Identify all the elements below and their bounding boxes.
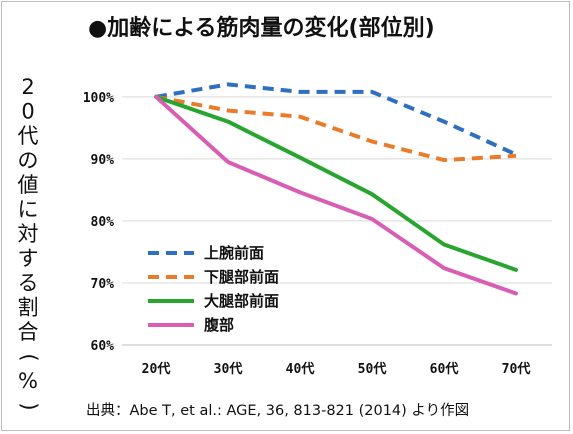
y-tick-label: 70% bbox=[91, 277, 115, 292]
y-axis-label-char: 割 bbox=[18, 296, 39, 320]
series-lines bbox=[156, 84, 516, 293]
y-tick-labels: 60% 70% 80% 90% 100% bbox=[83, 91, 114, 354]
x-tick-label: 60代 bbox=[430, 361, 459, 377]
y-axis-label-char: 代 bbox=[18, 124, 39, 148]
y-axis-label-char: に bbox=[18, 198, 39, 222]
legend-label: 上腕前面 bbox=[204, 244, 264, 262]
x-tick-label: 30代 bbox=[214, 361, 243, 377]
chart-title: ●加齢による筋肉量の変化(部位別) bbox=[88, 15, 435, 41]
y-axis-label-char: ) bbox=[17, 402, 41, 410]
y-tick-label: 80% bbox=[91, 215, 115, 230]
y-axis-label-char: の bbox=[18, 149, 39, 173]
x-tick-label: 40代 bbox=[286, 361, 315, 377]
y-axis-label-char: す bbox=[18, 247, 39, 271]
gridlines bbox=[122, 97, 552, 345]
legend-label: 腹部 bbox=[204, 316, 234, 334]
legend-label: 大腿部前面 bbox=[204, 292, 279, 310]
x-tick-label: 70代 bbox=[502, 361, 531, 377]
y-tick-label: 100% bbox=[83, 91, 114, 106]
x-tick-labels: 20代 30代 40代 50代 60代 70代 bbox=[142, 361, 531, 377]
x-tick-label: 50代 bbox=[358, 361, 387, 377]
y-axis-label-char: % bbox=[18, 369, 38, 393]
y-axis-label-char: 値 bbox=[18, 173, 39, 197]
y-tick-label: 90% bbox=[91, 153, 115, 168]
y-axis-label-char: ( bbox=[17, 353, 41, 361]
series-line bbox=[156, 97, 516, 294]
y-axis-label-char: 0 bbox=[21, 100, 34, 124]
x-tick-label: 20代 bbox=[142, 361, 171, 377]
legend-label: 下腿部前面 bbox=[204, 268, 279, 286]
y-axis-label-char: 対 bbox=[18, 222, 39, 246]
source-note: 出典：Abe T, et al.: AGE, 36, 813-821 (2014… bbox=[86, 402, 469, 419]
y-tick-label: 60% bbox=[91, 339, 115, 354]
y-axis-label-char: 2 bbox=[21, 75, 34, 99]
y-axis-label-char: 合 bbox=[18, 320, 39, 344]
y-axis-label-char: る bbox=[18, 271, 39, 295]
